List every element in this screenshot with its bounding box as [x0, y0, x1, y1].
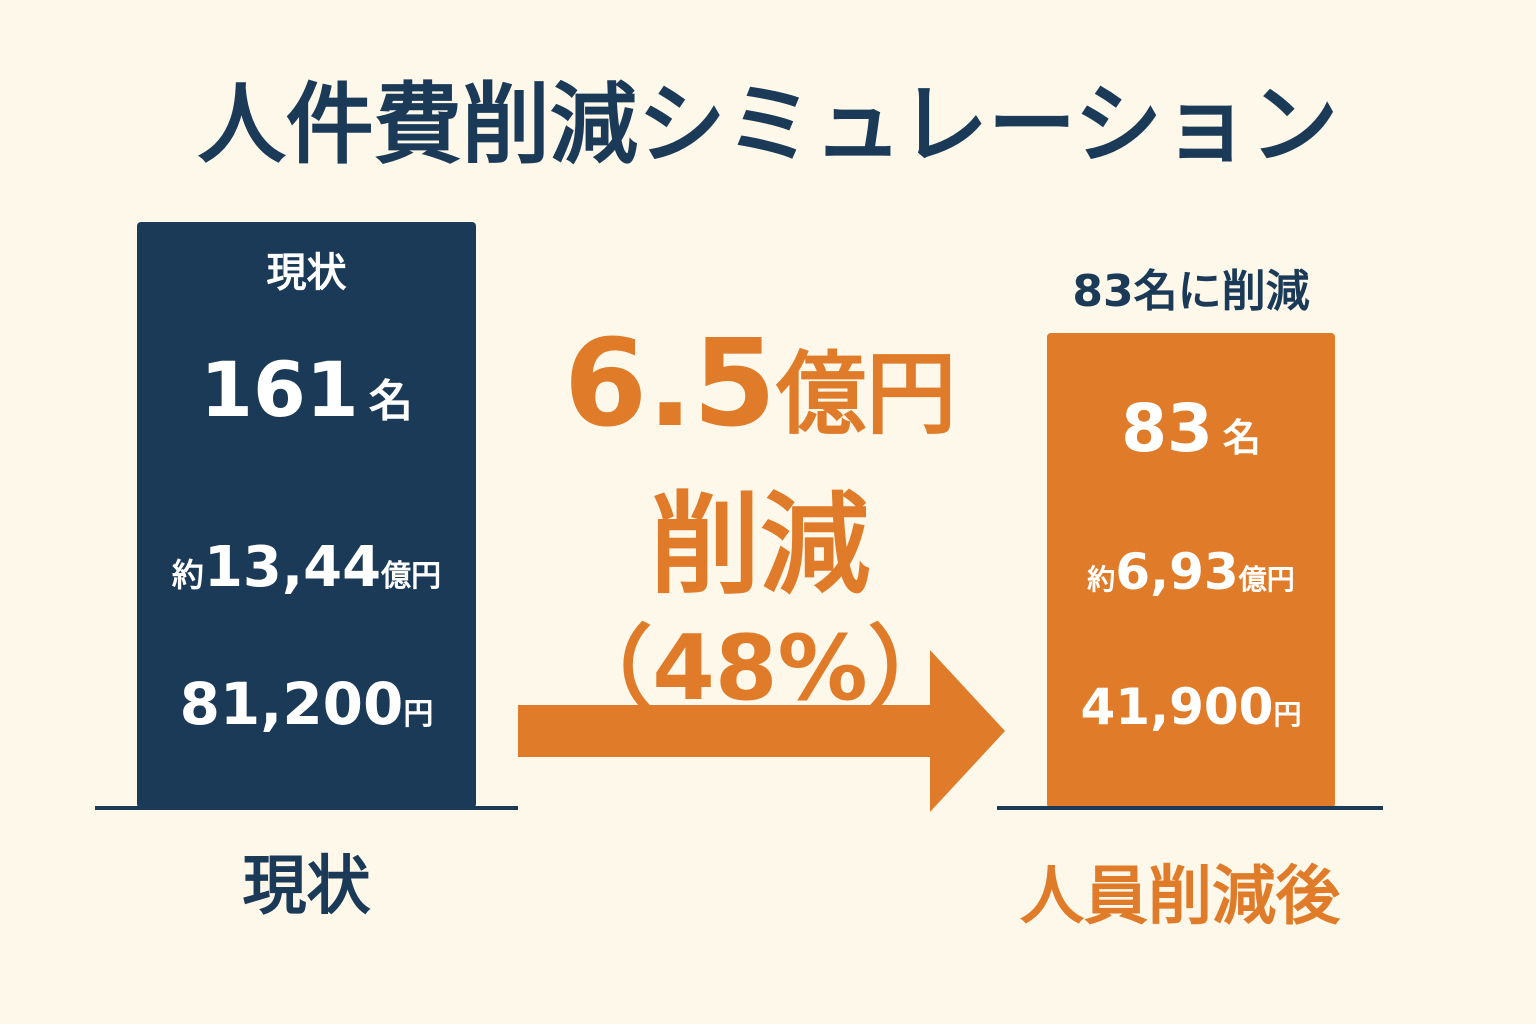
- current-headcount: 161 名: [137, 345, 476, 434]
- after-box: [1047, 333, 1335, 808]
- current-footer: 現状: [242, 850, 371, 924]
- number: 6,93: [1115, 543, 1239, 601]
- unit: 億円: [776, 342, 957, 447]
- reduction-amount: 6.5億円: [500, 315, 1020, 454]
- unit: 億円: [1238, 563, 1295, 596]
- current-box: [137, 222, 476, 808]
- unit: 円: [1273, 698, 1302, 731]
- reduction-label: 削減: [650, 481, 870, 609]
- unit: 名: [1222, 416, 1261, 460]
- number: 161: [200, 345, 359, 434]
- after-headcount: 83 名: [1047, 390, 1335, 467]
- prefix: 約: [1087, 563, 1116, 596]
- number: 13,44: [203, 535, 382, 600]
- after-footer: 人員削減後: [1020, 860, 1340, 934]
- unit: 円: [403, 697, 434, 732]
- current-header: 現状: [266, 250, 347, 296]
- number: 81,200: [179, 670, 404, 738]
- reduction-percent: （48%）: [562, 616, 958, 721]
- number: 6.5: [563, 315, 777, 454]
- current-cost: 約13,44億円: [137, 535, 476, 600]
- unit: 億円: [381, 559, 442, 594]
- unit: 名: [368, 376, 413, 427]
- title: 人件費削減シミュレーション: [197, 73, 1339, 176]
- number: 83: [1121, 390, 1213, 467]
- current-salary: 81,200円: [137, 670, 476, 738]
- after-salary: 41,900円: [1047, 678, 1335, 736]
- prefix: 約: [171, 556, 204, 594]
- number: 41,900: [1080, 678, 1274, 736]
- arrow: [518, 650, 1005, 812]
- after-caption: 83名に削減: [1072, 266, 1310, 317]
- after-cost: 約6,93億円: [1047, 543, 1335, 601]
